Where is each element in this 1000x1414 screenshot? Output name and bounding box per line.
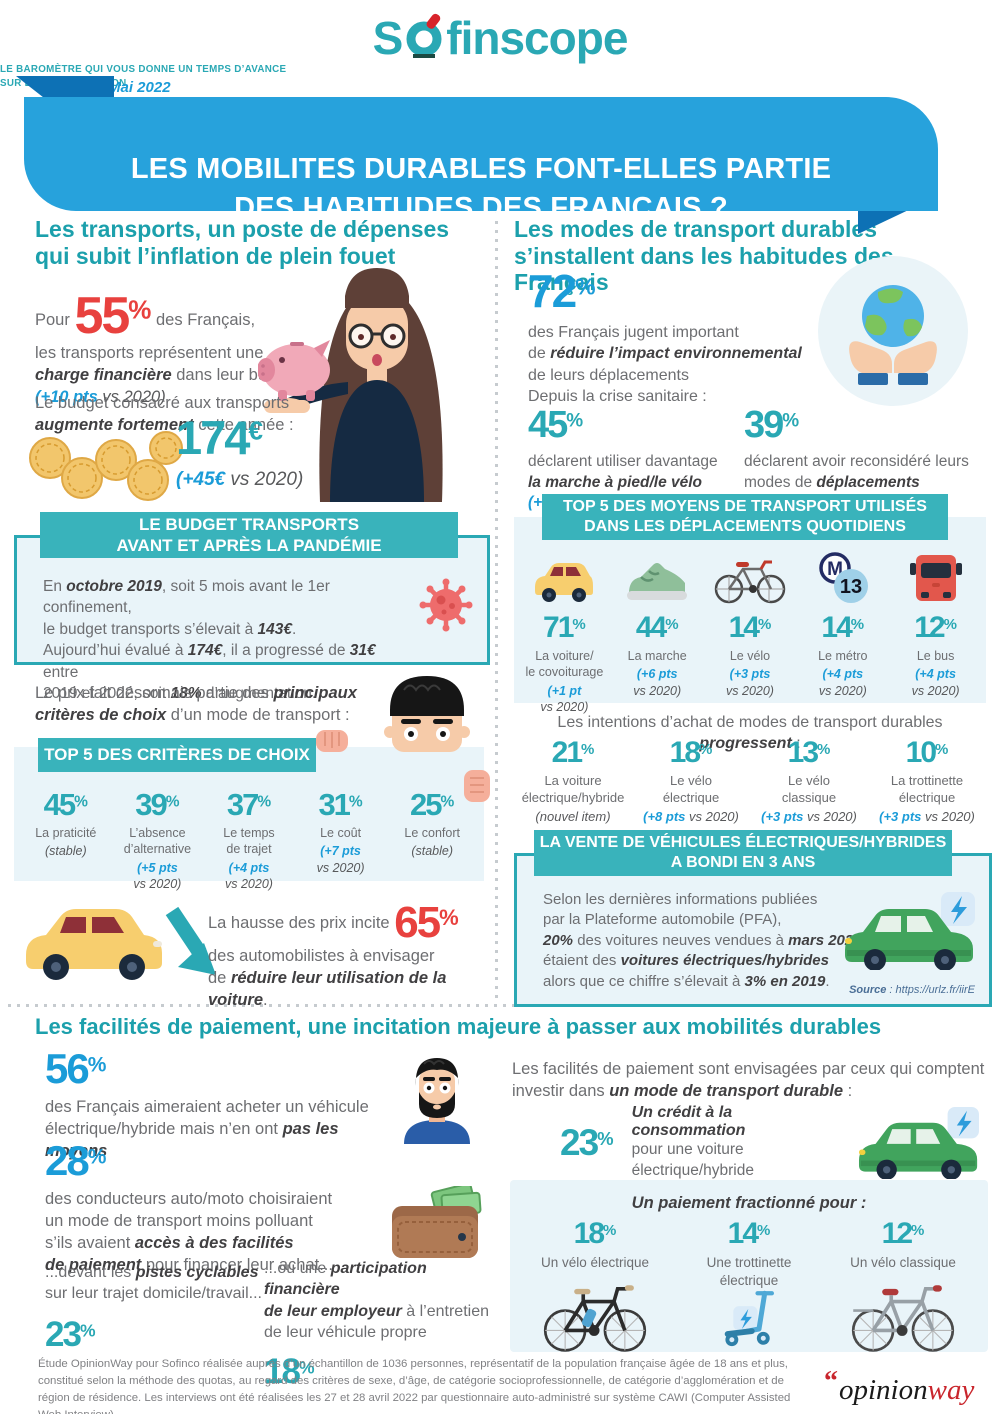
left-section-heading: Les transports, un poste de dépenses qui… (35, 216, 450, 269)
amount-delta: (+45€ vs 2020) (176, 469, 304, 490)
logo-rest: finscope (446, 11, 628, 64)
criteria-item: 37% Le temps de trajet (+4 pts vs 2020) (223, 787, 275, 891)
criteria-item: 39% L’absence d’alternative (+5 pts vs 20… (123, 787, 192, 891)
main-title-banner: LES MOBILITES DURABLES FONT-ELLES PARTIE… (24, 97, 938, 224)
wallet-icon (392, 1186, 482, 1258)
criteria-item: 25% Le confort (stable) (404, 787, 460, 859)
transport-item: 14% Le vélo (+3 pts vs 2020) (704, 551, 797, 715)
sofinscope-wordmark: S finscope (372, 11, 628, 64)
split-payment-item: 18% Un vélo électrique (518, 1219, 672, 1359)
transport-box: 71% La voiture/ le covoiturage (+1 pt vs … (514, 517, 986, 714)
purchase-intent-item: 10% La trottinette électrique (+3 pts vs… (879, 736, 975, 824)
split-payment-title: Un paiement fractionné pour : (631, 1194, 867, 1212)
right-section-heading: Les modes de transport durables s’instal… (514, 216, 894, 296)
bus-icon (909, 555, 962, 601)
purchase-intent-item: 21% La voiture électrique/hybride (nouve… (521, 736, 625, 824)
woman-piggy-bank-illustration (258, 268, 443, 502)
split-payment-item: 12% Un vélo classique (826, 1219, 980, 1359)
bicycle-icon (714, 560, 786, 604)
car-icon (535, 563, 594, 602)
classic-bike-icon (851, 1284, 955, 1352)
split-payment-item: 14% Une trottinette électrique (672, 1219, 826, 1359)
transport-item: 12% Le bus (+4 pts vs 2020) (889, 551, 982, 715)
stat-65-text: La hausse des prix incite 65% des automo… (208, 898, 459, 1010)
ev-sales-box-title: LA VENTE DE VÉHICULES ÉLECTRIQUES/HYBRID… (534, 830, 952, 876)
stat-56-text: des Français aimeraient acheter un véhic… (45, 1098, 369, 1161)
bottom-section-heading: Les facilités de paiement, une incitatio… (35, 1014, 882, 1039)
employer-support-block: ...ou une participation financière de le… (264, 1260, 489, 1391)
stat-39-value: 39% (744, 404, 800, 446)
opinionway-logo: “opinionway (824, 1366, 975, 1406)
criteria-columns: 45% La praticité (stable) 39% L’absence … (14, 747, 484, 892)
pandemic-box-title: LE BUDGET TRANSPORTS AVANT ET APRÈS LA P… (40, 512, 458, 558)
walking-shoe-icon (627, 563, 688, 600)
peeking-man-illustration (316, 676, 470, 752)
split-payment-box: Un paiement fractionné pour : 18% Un vél… (510, 1180, 988, 1352)
bike-lanes-block: ...devant les pistes cyclables sur leur … (45, 1264, 262, 1354)
stat-55-value: 55% (74, 287, 152, 345)
stat-56-value: 56% (45, 1045, 107, 1092)
purchase-intent-columns: 21% La voiture électrique/hybride (nouve… (514, 738, 986, 826)
car-decline-illustration (26, 906, 216, 980)
ev-sales-source: Source : https://urlz.fr/iirE (849, 984, 975, 996)
virus-icon (419, 578, 473, 632)
coins-icon (29, 431, 183, 501)
page-title: LES MOBILITES DURABLES FONT-ELLES PARTIE… (130, 152, 832, 224)
amount-value: 174€ (176, 411, 264, 464)
ev-sales-box: Selon les dernières informations publiée… (514, 853, 992, 1007)
purchase-intent-item: 18% Le vélo électrique (+8 pts vs 2020) (643, 736, 739, 824)
stat-72-text: des Français jugent important de réduire… (528, 324, 802, 384)
pandemic-box-text: En octobre 2019, soit 5 mois avant le 1e… (43, 578, 376, 702)
electric-scooter-icon (724, 1290, 774, 1347)
consumer-credit-row: 23% Un crédit à la consommation pour une… (512, 1104, 988, 1182)
transport-columns: 71% La voiture/ le covoiturage (+1 pt vs … (514, 517, 986, 715)
transport-item: 44% La marche (+6 pts vs 2020) (611, 551, 704, 715)
credit-stat-text: Un crédit à la consommation pour une voi… (631, 1104, 754, 1179)
criteria-box-title: TOP 5 DES CRITÈRES DE CHOIX (38, 738, 316, 772)
purchase-intent-intro: Les intentions d’achat de modes de trans… (557, 714, 943, 753)
column-divider (495, 212, 498, 1004)
criteria-item: 45% La praticité (stable) (35, 787, 97, 859)
transport-item: M 13 14% Le métro (+4 pts vs 2020) (796, 551, 889, 715)
section-divider (8, 1004, 992, 1007)
electric-bike-icon (543, 1284, 647, 1352)
stat-23-value: 23% (45, 1314, 96, 1354)
price-criteria-intro: Le prix fait désormais partie des princi… (35, 684, 357, 725)
criteria-box: 45% La praticité (stable) 39% L’absence … (14, 747, 484, 891)
stat-28-text: des conducteurs auto/moto choisiraient u… (45, 1190, 333, 1275)
banner-fold-left (16, 76, 114, 99)
earth-hands-badge (818, 256, 968, 406)
transport-budget-amount: 174€ (+45€ vs 2020) (176, 414, 303, 491)
earth-in-hands-icon (849, 285, 937, 385)
payment-facilities-intro: Les facilités de paiement sont envisagée… (512, 1060, 985, 1101)
stat-45-value: 45% (528, 404, 584, 446)
methodology-note: Étude OpinionWay pour Sofinco réalisée a… (38, 1358, 791, 1414)
stat-72-value: 72% (528, 265, 596, 317)
electric-car-icon (845, 892, 975, 970)
peeking-hand-icon (464, 770, 490, 802)
issue-date: Mai 2022 (108, 79, 171, 96)
purchase-intent-item: 13% Le vélo classique (+3 pts vs 2020) (761, 736, 857, 824)
svg-text:13: 13 (840, 576, 862, 598)
since-crisis-text: Depuis la crise sanitaire : (528, 388, 707, 405)
stat-18-value: 18% (264, 1351, 315, 1391)
transport-box-title: TOP 5 DES MOYENS DE TRANSPORT UTILISÉS D… (542, 494, 948, 540)
gauge-o-icon (406, 13, 442, 58)
metro-icon: M 13 (819, 552, 868, 603)
bearded-man-avatar (404, 1058, 470, 1144)
transport-item: 71% La voiture/ le covoiturage (+1 pt vs … (518, 551, 611, 715)
credit-stat-value: 23% (560, 1122, 614, 1164)
stat-28-value: 28% (45, 1137, 107, 1184)
ev-sales-text: Selon les dernières informations publiée… (543, 891, 862, 990)
stat-55-lead: Pour 55% des Français, (35, 287, 256, 345)
budget-intro-text: Le budget consacré aux transports augmen… (35, 394, 294, 435)
criteria-item: 31% Le coût (+7 pts vs 2020) (316, 787, 365, 875)
stat-65-value: 65% (394, 898, 459, 947)
split-payment-columns: 18% Un vélo électrique 14% Une trottinet… (510, 1213, 988, 1359)
electric-car-credit-icon (859, 1106, 980, 1179)
logo-letter-s: S (372, 11, 404, 64)
opinionway-quote-mark: “ (824, 1366, 838, 1397)
